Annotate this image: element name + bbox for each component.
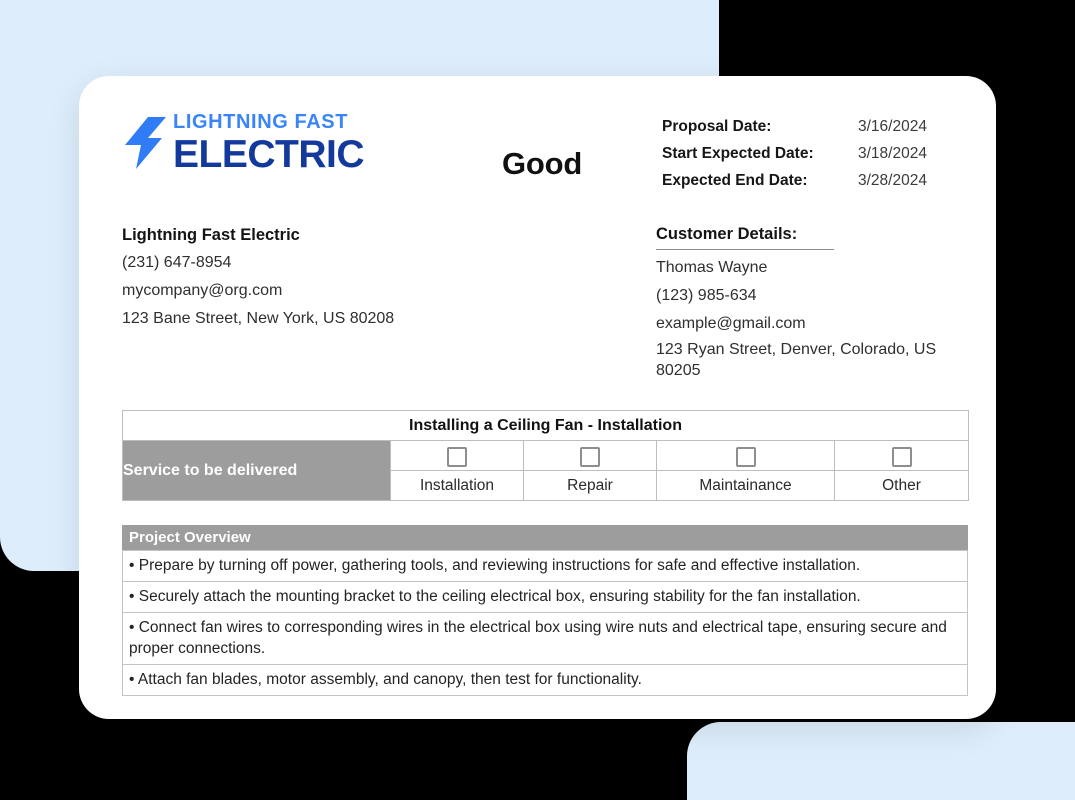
checkbox-repair-icon[interactable] [580,446,600,467]
overview-row: • Securely attach the mounting bracket t… [122,581,968,613]
expected-end-date-value: 3/28/2024 [858,172,927,189]
lightning-bolt-icon [125,117,166,169]
service-row-label: Service to be delivered [122,440,391,501]
company-address: 123 Bane Street, New York, US 80208 [122,310,395,327]
overview-item: • Securely attach the mounting bracket t… [122,581,968,613]
page-title: Good [501,146,583,181]
company-logo: LIGHTNING FAST ELECTRIC [122,104,422,174]
customer-address: 123 Ryan Street, Denver, Colorado, US 80… [656,341,937,379]
start-expected-date-label: Start Expected Date: [662,145,814,162]
service-checkbox-cell-repair[interactable] [523,440,657,471]
service-title-row: Installing a Ceiling Fan - Installation [121,410,970,441]
document-header: LIGHTNING FAST ELECTRIC Good Proposal Da… [122,104,968,190]
date-row-proposal: Proposal Date: 3/16/2024 [662,113,968,140]
logo-top-text: LIGHTNING FAST [173,111,349,133]
service-table: Installing a Ceiling Fan - Installation … [121,410,970,501]
service-option-other: Other [833,470,970,501]
checkbox-installation-icon[interactable] [447,446,467,467]
project-overview-heading: Project Overview [122,525,968,550]
contacts-section: Lightning Fast Electric (231) 647-8954 m… [122,222,968,383]
document-content: LIGHTNING FAST ELECTRIC Good Proposal Da… [121,104,970,719]
company-email: mycompany@org.com [122,282,283,299]
overview-item: • Attach fan blades, motor assembly, and… [122,664,968,696]
service-checkbox-row: Service to be delivered [122,440,970,501]
company-name: Lightning Fast Electric [122,226,300,244]
proposal-date-value: 3/16/2024 [858,118,927,135]
checkbox-other-icon[interactable] [891,446,912,467]
customer-name: Thomas Wayne [656,259,768,276]
proposal-document-card: LIGHTNING FAST ELECTRIC Good Proposal Da… [79,76,996,719]
customer-details: Customer Details: Thomas Wayne (123) 985… [656,222,968,383]
service-option-maintainance: Maintainance [656,470,835,501]
logo-wordmark: LIGHTNING FAST ELECTRIC [173,111,365,176]
service-checkbox-cell-maintainance[interactable] [656,440,835,471]
service-option-repair: Repair [523,470,657,501]
expected-end-date-label: Expected End Date: [662,172,808,189]
overview-item: • Prepare by turning off power, gatherin… [122,550,968,582]
logo-bottom-text: ELECTRIC [173,133,365,176]
overview-item: • Connect fan wires to corresponding wir… [122,612,968,665]
company-phone: (231) 647-8954 [122,254,232,271]
service-checkbox-cell-other[interactable] [833,440,970,471]
decorative-panel-bottom-right [687,722,1075,800]
date-row-expected-end: Expected End Date: 3/28/2024 [662,167,968,194]
start-expected-date-value: 3/18/2024 [858,145,927,162]
service-option-installation: Installation [390,470,524,501]
dates-block: Proposal Date: 3/16/2024 Start Expected … [662,104,968,194]
overview-row: • Attach fan blades, motor assembly, and… [122,664,968,696]
customer-email: example@gmail.com [656,315,806,332]
service-checkbox-cell-installation[interactable] [390,440,524,471]
proposal-date-label: Proposal Date: [662,118,772,135]
company-details: Lightning Fast Electric (231) 647-8954 m… [122,222,656,383]
service-title: Installing a Ceiling Fan - Installation [121,410,970,441]
project-overview-list: • Prepare by turning off power, gatherin… [122,550,968,696]
checkbox-maintainance-icon[interactable] [735,446,756,467]
customer-phone: (123) 985-634 [656,287,757,304]
overview-row: • Connect fan wires to corresponding wir… [122,612,968,665]
service-option-label-row: Installation Repair Maintainance Other [123,470,970,501]
overview-row: • Prepare by turning off power, gatherin… [122,550,968,582]
date-row-start-expected: Start Expected Date: 3/18/2024 [662,140,968,167]
customer-details-heading: Customer Details: [656,222,834,250]
